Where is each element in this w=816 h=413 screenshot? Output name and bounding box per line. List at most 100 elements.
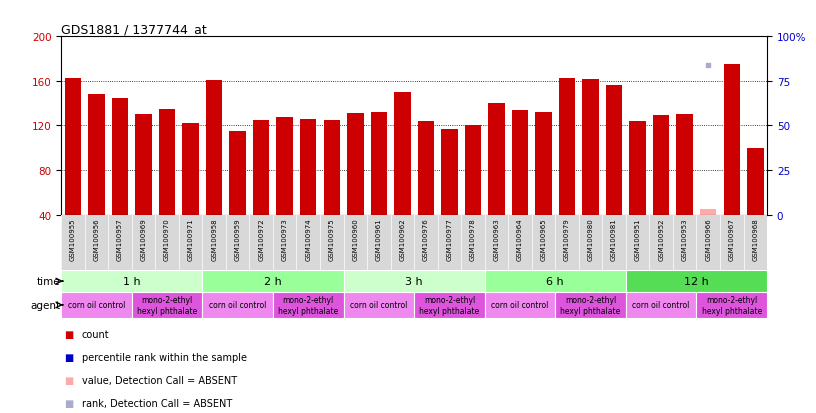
Text: GSM100957: GSM100957 <box>117 218 123 261</box>
Bar <box>202 271 344 292</box>
Bar <box>253 121 269 215</box>
Bar <box>88 95 104 215</box>
Bar <box>464 126 481 215</box>
Bar <box>135 115 152 215</box>
Text: GSM100951: GSM100951 <box>635 218 641 261</box>
Bar <box>488 104 505 215</box>
Bar <box>653 116 669 215</box>
Text: GSM100962: GSM100962 <box>399 218 406 261</box>
Text: corn oil control: corn oil control <box>350 301 407 310</box>
Text: GSM100977: GSM100977 <box>446 218 452 261</box>
Bar <box>344 292 414 318</box>
Bar <box>159 109 175 215</box>
Bar <box>323 121 340 215</box>
Text: time: time <box>37 276 60 286</box>
Text: GSM100955: GSM100955 <box>70 218 76 260</box>
Text: 2 h: 2 h <box>264 276 282 286</box>
Text: 12 h: 12 h <box>684 276 709 286</box>
Bar <box>61 292 131 318</box>
Text: ■: ■ <box>64 330 73 339</box>
Bar <box>626 292 697 318</box>
Bar <box>696 292 767 318</box>
Text: GSM100956: GSM100956 <box>94 218 100 261</box>
Text: GSM100953: GSM100953 <box>681 218 688 261</box>
Bar <box>626 271 767 292</box>
Text: corn oil control: corn oil control <box>491 301 548 310</box>
Bar <box>273 292 344 318</box>
Text: GSM100980: GSM100980 <box>588 218 593 261</box>
Text: 6 h: 6 h <box>547 276 564 286</box>
Text: GSM100972: GSM100972 <box>258 218 264 261</box>
Text: count: count <box>82 330 109 339</box>
Text: mono-2-ethyl
hexyl phthalate: mono-2-ethyl hexyl phthalate <box>419 295 480 315</box>
Text: GSM100975: GSM100975 <box>329 218 335 261</box>
Bar <box>605 86 623 215</box>
Text: GDS1881 / 1377744_at: GDS1881 / 1377744_at <box>61 23 207 36</box>
Bar <box>344 271 485 292</box>
Text: GSM100959: GSM100959 <box>235 218 241 261</box>
Text: GSM100979: GSM100979 <box>564 218 570 261</box>
Bar <box>512 111 528 215</box>
Text: corn oil control: corn oil control <box>68 301 125 310</box>
Text: GSM100961: GSM100961 <box>376 218 382 261</box>
Bar <box>629 122 646 215</box>
Bar <box>724 65 740 215</box>
Bar <box>485 292 555 318</box>
Bar <box>229 132 246 215</box>
Text: GSM100964: GSM100964 <box>517 218 523 261</box>
Text: GSM100969: GSM100969 <box>140 218 147 261</box>
Bar <box>61 271 202 292</box>
Bar <box>559 78 575 215</box>
Text: 3 h: 3 h <box>406 276 423 286</box>
Bar <box>485 271 626 292</box>
Bar <box>300 119 317 215</box>
Text: GSM100978: GSM100978 <box>470 218 476 261</box>
Bar <box>414 292 485 318</box>
Bar <box>676 115 693 215</box>
Bar <box>112 98 128 215</box>
Bar <box>131 292 202 318</box>
Bar <box>700 210 716 215</box>
Bar <box>441 130 458 215</box>
Text: mono-2-ethyl
hexyl phthalate: mono-2-ethyl hexyl phthalate <box>702 295 762 315</box>
Text: GSM100974: GSM100974 <box>305 218 311 261</box>
Text: GSM100960: GSM100960 <box>353 218 358 261</box>
Text: 1 h: 1 h <box>123 276 140 286</box>
Text: ■: ■ <box>64 398 73 408</box>
Text: mono-2-ethyl
hexyl phthalate: mono-2-ethyl hexyl phthalate <box>278 295 339 315</box>
Text: percentile rank within the sample: percentile rank within the sample <box>82 352 246 362</box>
Bar <box>347 114 364 215</box>
Text: GSM100973: GSM100973 <box>282 218 288 261</box>
Text: value, Detection Call = ABSENT: value, Detection Call = ABSENT <box>82 375 237 385</box>
Text: ■: ■ <box>64 352 73 362</box>
Text: GSM100958: GSM100958 <box>211 218 217 261</box>
Text: GSM100970: GSM100970 <box>164 218 170 261</box>
Text: GSM100968: GSM100968 <box>752 218 758 261</box>
Text: GSM100966: GSM100966 <box>705 218 712 261</box>
Bar <box>277 117 293 215</box>
Text: GSM100965: GSM100965 <box>540 218 547 261</box>
Text: GSM100963: GSM100963 <box>494 218 499 261</box>
Bar <box>202 292 273 318</box>
Text: mono-2-ethyl
hexyl phthalate: mono-2-ethyl hexyl phthalate <box>561 295 621 315</box>
Text: mono-2-ethyl
hexyl phthalate: mono-2-ethyl hexyl phthalate <box>137 295 197 315</box>
Bar <box>394 93 410 215</box>
Text: GSM100952: GSM100952 <box>659 218 664 260</box>
Bar <box>583 79 599 215</box>
Bar <box>747 148 764 215</box>
Bar <box>370 113 387 215</box>
Bar <box>535 113 552 215</box>
Text: agent: agent <box>30 300 60 310</box>
Bar <box>64 78 82 215</box>
Bar <box>206 81 223 215</box>
Text: rank, Detection Call = ABSENT: rank, Detection Call = ABSENT <box>82 398 232 408</box>
Text: GSM100976: GSM100976 <box>423 218 429 261</box>
Text: ■: ■ <box>64 375 73 385</box>
Text: corn oil control: corn oil control <box>632 301 690 310</box>
Text: GSM100967: GSM100967 <box>729 218 734 261</box>
Text: GSM100981: GSM100981 <box>611 218 617 261</box>
Text: GSM100971: GSM100971 <box>188 218 193 261</box>
Bar <box>418 122 434 215</box>
Bar <box>555 292 626 318</box>
Bar <box>182 124 199 215</box>
